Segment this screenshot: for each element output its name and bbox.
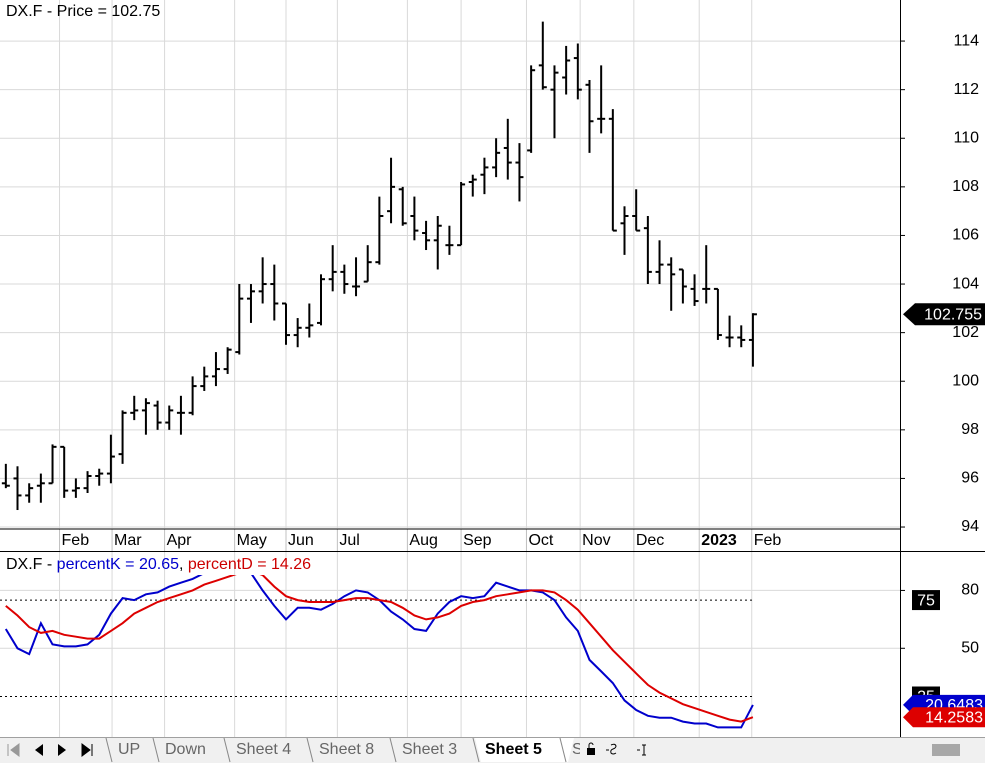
tab-overflow-cover	[580, 738, 584, 763]
sheet-tab[interactable]: Sheet 8	[319, 741, 374, 758]
x-tick-label: Jun	[288, 532, 314, 549]
y-tick-label: 104	[952, 275, 979, 292]
y-tick-label: 100	[952, 372, 979, 389]
tab-separator	[306, 737, 314, 763]
tab-separator	[105, 737, 113, 763]
indicator-title: DX.F - percentK = 20.65, percentD = 14.2…	[6, 556, 311, 573]
last-value-label: 14.2583	[925, 709, 983, 726]
tab-separator	[152, 737, 160, 763]
x-tick-label: Sep	[463, 532, 492, 549]
x-tick-label: 2023	[701, 532, 737, 549]
y-tick-label: 50	[961, 640, 979, 657]
sheet-tab[interactable]: UP	[118, 741, 140, 758]
x-tick-label: Apr	[167, 532, 193, 549]
nav-next[interactable]	[58, 744, 66, 756]
title-part: ,	[179, 556, 188, 573]
y-tick-label: 102	[952, 324, 979, 341]
scrollbar-thumb[interactable]	[932, 744, 960, 756]
y-tick-label: 110	[953, 129, 979, 146]
tab-active-bg	[475, 738, 574, 762]
x-tick-label: Feb	[62, 532, 90, 549]
title-part: percentD = 14.26	[188, 556, 311, 573]
title-part: DX.F -	[6, 556, 57, 573]
sheet-tab[interactable]: S	[572, 741, 583, 758]
y-tick-label: 94	[961, 518, 979, 535]
tab-separator	[389, 737, 397, 763]
tab-separator	[472, 737, 480, 763]
tool-i-icon[interactable]	[637, 744, 646, 756]
y-tick-label: 108	[952, 178, 979, 195]
price-title: DX.F - Price = 102.75	[6, 3, 160, 20]
nav-first[interactable]	[7, 743, 20, 757]
x-tick-label: Mar	[114, 532, 142, 549]
y-tick-label: 114	[953, 32, 979, 49]
last-value-badge	[903, 707, 985, 728]
nav-last[interactable]	[81, 743, 93, 757]
last-price-label: 102.755	[924, 307, 982, 324]
y-tick-label: 96	[961, 470, 979, 487]
tab-separator	[223, 737, 231, 763]
sheet-tab[interactable]: Sheet 4	[236, 741, 291, 758]
y-tick-label: 98	[961, 421, 979, 438]
sheet-tab[interactable]: Sheet 3	[402, 741, 457, 758]
y-tick-label: 80	[961, 582, 979, 599]
last-price-badge	[903, 303, 985, 326]
x-tick-label: Oct	[528, 532, 553, 549]
level-label: 75	[917, 592, 935, 609]
level-badge	[912, 590, 940, 611]
lock-icon[interactable]	[587, 742, 595, 755]
sheet-tab[interactable]: Down	[165, 741, 206, 758]
x-tick-label: Feb	[754, 532, 782, 549]
tool-s-icon[interactable]	[606, 743, 617, 755]
sheet-tab[interactable]: Sheet 5	[485, 741, 542, 758]
x-tick-label: Aug	[409, 532, 437, 549]
title-part: percentK = 20.65	[57, 556, 179, 573]
x-tick-label: May	[237, 532, 267, 549]
y-tick-label: 106	[952, 227, 979, 244]
indicator-line	[5, 575, 754, 723]
nav-prev[interactable]	[35, 744, 43, 756]
x-tick-label: Dec	[636, 532, 664, 549]
x-tick-label: Nov	[582, 532, 610, 549]
y-tick-label: 112	[953, 81, 979, 98]
x-tick-label: Jul	[339, 532, 359, 549]
tab-separator	[559, 737, 567, 763]
